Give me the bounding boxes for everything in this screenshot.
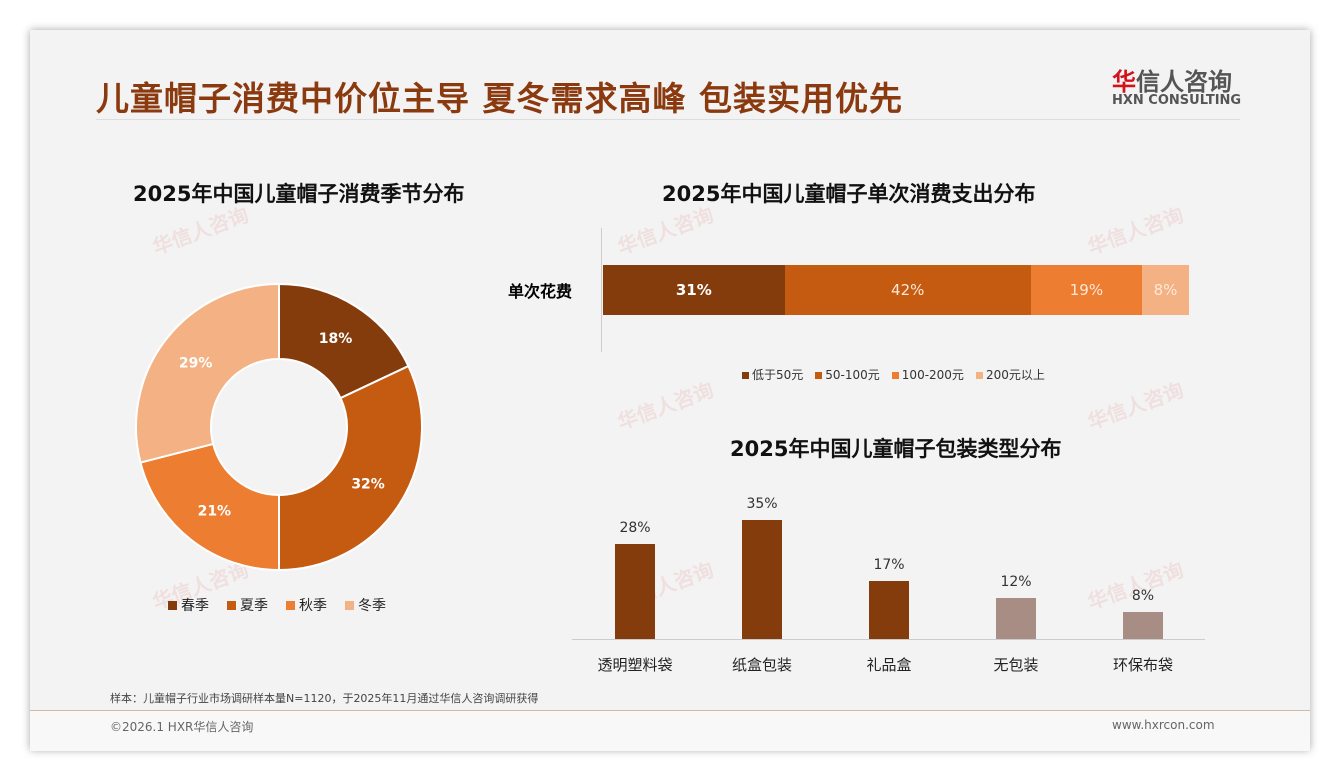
category-label: 无包装 <box>993 656 1039 674</box>
bar-value-label: 12% <box>1000 574 1032 591</box>
donut-label: 18% <box>319 331 353 347</box>
logo-en: HXN CONSULTING <box>1112 93 1242 108</box>
category-label: 环保布袋 <box>1112 656 1174 674</box>
spend-category-label: 单次花费 <box>508 282 573 301</box>
legend-swatch <box>168 601 177 610</box>
donut-slice-0 <box>278 282 410 400</box>
watermark: 华信人咨询 <box>1084 202 1187 260</box>
legend-item: 50-100元 <box>815 366 880 383</box>
logo-mark: 华 <box>1112 68 1136 96</box>
logo-text: 信人咨询 <box>1136 68 1232 96</box>
stack-segment: 19% <box>1030 265 1143 315</box>
legend-label: 夏季 <box>240 598 268 614</box>
legend-item: 200元以上 <box>975 366 1045 383</box>
spend-axis <box>601 228 602 352</box>
legend-swatch <box>227 601 236 610</box>
bar-value-label: 8% <box>1131 587 1155 604</box>
spend-chart-title: 2025年中国儿童帽子单次消费支出分布 <box>662 182 1036 206</box>
legend-swatch <box>286 601 295 610</box>
legend-item: 低于50元 <box>742 366 803 383</box>
season-legend: 春季 夏季 秋季 冬季 <box>168 595 386 615</box>
page-title: 儿童帽子消费中价位主导 夏冬需求高峰 包装实用优先 <box>96 79 903 118</box>
donut-label: 21% <box>198 503 232 519</box>
legend-item: 夏季 <box>227 595 268 615</box>
bar-value-label: 35% <box>746 496 778 512</box>
legend-item: 秋季 <box>286 595 327 615</box>
legend-item: 春季 <box>168 595 209 615</box>
donut-slice-3 <box>135 282 280 464</box>
legend-swatch <box>742 372 749 379</box>
packaging-axis <box>572 639 1205 640</box>
logo: 华信人咨询 <box>1112 62 1232 97</box>
legend-swatch <box>975 372 983 379</box>
category-label: 透明塑料袋 <box>597 656 673 674</box>
stack-segment: 8% <box>1142 265 1189 315</box>
legend-swatch <box>345 601 354 610</box>
legend-label: 200元以上 <box>985 368 1045 382</box>
category-label: 纸盒包装 <box>731 656 793 674</box>
donut-slice-2 <box>139 442 280 572</box>
bar <box>996 598 1036 639</box>
legend-item: 冬季 <box>345 595 386 615</box>
spend-stacked-bar: 31% 42% 19% 8% <box>603 265 1189 315</box>
copyright: ©2026.1 HXR华信人咨询 <box>110 720 254 734</box>
season-donut-chart: 18% 32% 21% 29% <box>135 282 423 572</box>
stack-segment: 42% <box>784 265 1031 315</box>
donut-label: 29% <box>179 355 213 371</box>
legend-swatch <box>815 372 823 379</box>
legend-item: 100-200元 <box>891 366 964 383</box>
bar <box>742 520 782 639</box>
legend-label: 冬季 <box>358 598 386 614</box>
legend-label: 春季 <box>181 598 209 614</box>
sample-note: 样本：儿童帽子行业市场调研样本量N=1120，于2025年11月通过华信人咨询调… <box>110 692 539 705</box>
donut-label: 32% <box>351 477 385 493</box>
legend-label: 100-200元 <box>901 368 964 382</box>
slide: 儿童帽子消费中价位主导 夏冬需求高峰 包装实用优先 华信人咨询 HXN CONS… <box>30 30 1310 751</box>
watermark: 华信人咨询 <box>1084 377 1187 435</box>
season-chart-title: 2025年中国儿童帽子消费季节分布 <box>133 182 465 206</box>
category-label: 礼品盒 <box>866 656 912 674</box>
stack-segment: 31% <box>603 265 785 315</box>
bar <box>615 543 655 639</box>
bar-value-label: 17% <box>873 557 905 574</box>
legend-swatch <box>891 372 899 379</box>
legend-label: 低于50元 <box>752 368 804 382</box>
watermark: 华信人咨询 <box>1084 557 1187 615</box>
packaging-chart-title: 2025年中国儿童帽子包装类型分布 <box>730 437 1062 461</box>
legend-label: 秋季 <box>299 598 327 614</box>
legend-label: 50-100元 <box>825 368 880 382</box>
bar <box>1123 611 1163 639</box>
title-divider <box>96 119 1240 120</box>
bar-value-label: 28% <box>619 519 651 536</box>
bar <box>869 581 909 639</box>
website-url: www.hxrcon.com <box>1112 718 1215 732</box>
donut-slice-1 <box>278 364 423 572</box>
spend-legend: 低于50元 50-100元 100-200元 200元以上 <box>742 366 1045 383</box>
footer-bar <box>30 710 1310 751</box>
